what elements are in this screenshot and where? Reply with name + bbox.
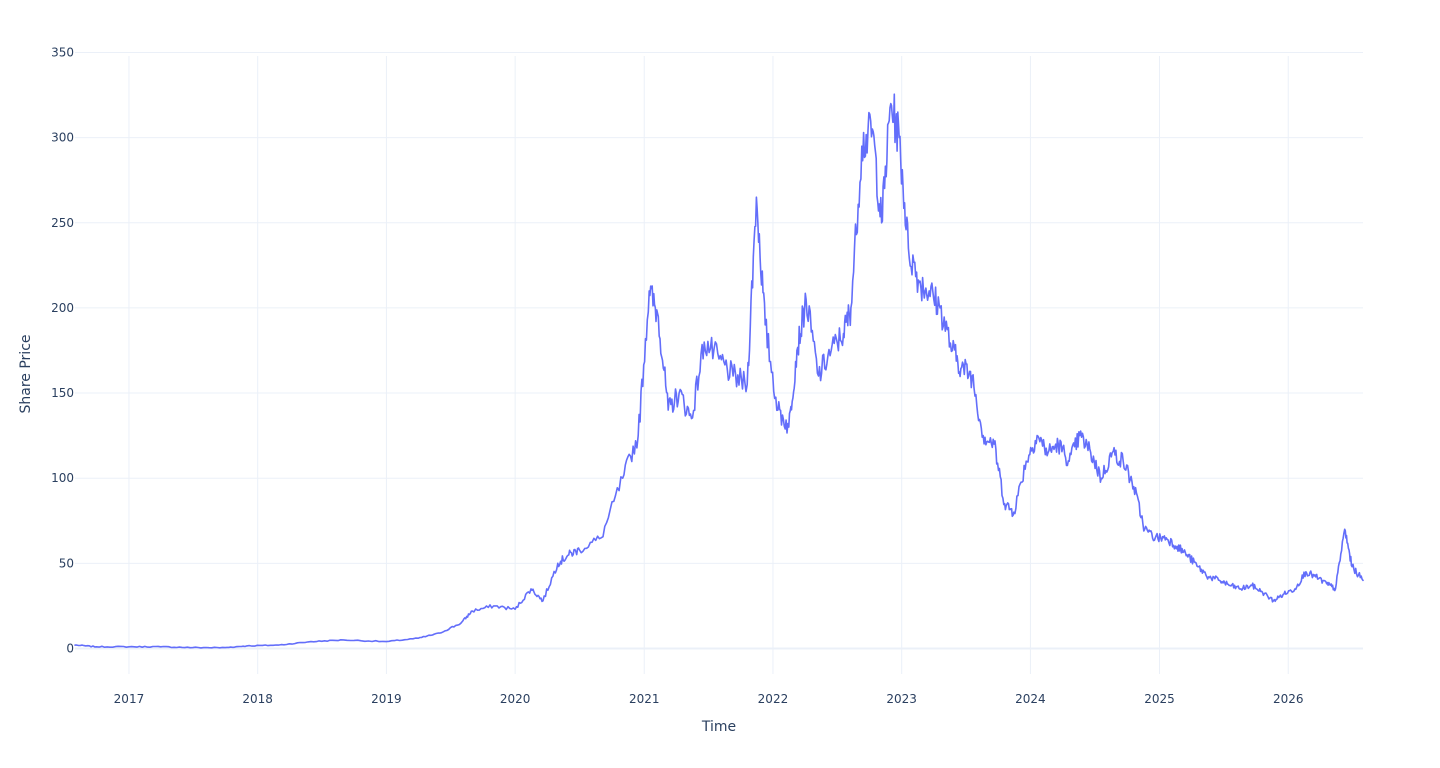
y-tick-label: 300 [51, 131, 74, 145]
y-gridlines [75, 52, 1363, 650]
y-tick-label: 350 [51, 46, 74, 60]
x-axis-title: Time [701, 719, 736, 735]
x-gridlines [128, 56, 1289, 674]
series-layer [74, 93, 1364, 649]
y-tick-label: 250 [51, 216, 74, 230]
y-tick-label: 0 [66, 641, 74, 655]
x-tick-label: 2025 [1144, 692, 1175, 706]
y-tick-labels: 0 50 100 150 200 250 300 350 [51, 46, 74, 656]
x-tick-label: 2021 [629, 692, 660, 706]
x-tick-label: 2018 [242, 692, 273, 706]
y-tick-label: 150 [51, 386, 74, 400]
x-tick-label: 2026 [1273, 692, 1304, 706]
y-tick-label: 200 [51, 301, 74, 315]
x-tick-label: 2024 [1015, 692, 1046, 706]
y-axis-title: Share Price [18, 334, 34, 413]
x-tick-label: 2023 [886, 692, 917, 706]
y-tick-label: 50 [59, 556, 74, 570]
x-tick-labels: 2017 2018 2019 2020 2021 2022 2023 2024 2025 2026 [114, 692, 1304, 706]
x-tick-label: 2022 [758, 692, 789, 706]
x-tick-label: 2020 [500, 692, 531, 706]
series-line [74, 93, 1364, 649]
x-tick-label: 2019 [371, 692, 402, 706]
y-tick-label: 100 [51, 471, 74, 485]
x-tick-label: 2017 [114, 692, 145, 706]
